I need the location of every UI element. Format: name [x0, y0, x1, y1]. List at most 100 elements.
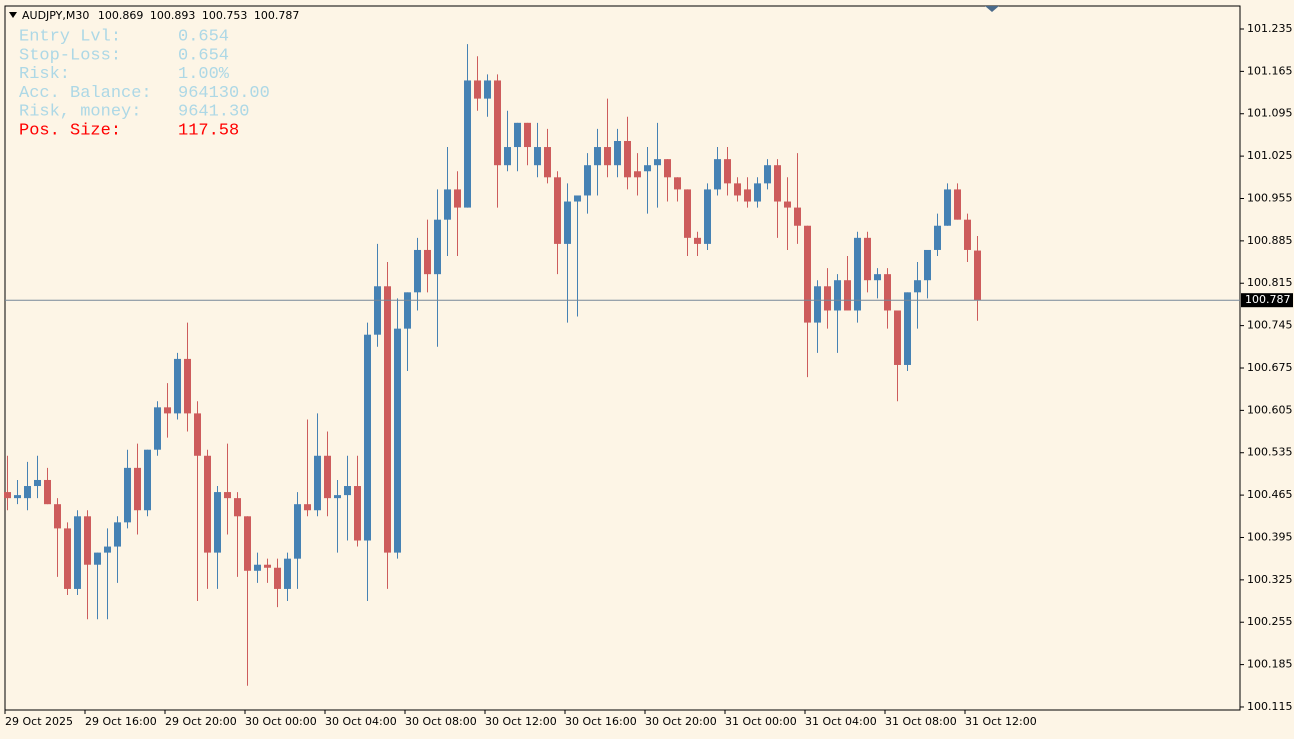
info-label: Pos. Size:	[19, 121, 121, 140]
candle-body	[374, 286, 381, 335]
symbol: AUDJPY,M30	[22, 9, 89, 22]
candle-body	[24, 486, 31, 499]
candle-body	[574, 195, 581, 202]
candle-body	[284, 558, 291, 589]
candle-body	[304, 504, 311, 511]
y-tick-label: 101.165	[1247, 64, 1293, 77]
candle-body	[84, 516, 91, 565]
x-tick-label: 30 Oct 04:00	[325, 715, 397, 728]
y-tick-label: 100.325	[1247, 573, 1293, 586]
x-tick-label: 31 Oct 08:00	[885, 715, 957, 728]
candle-body	[34, 479, 41, 487]
candle-body	[964, 219, 971, 250]
y-tick-label: 100.465	[1247, 488, 1293, 501]
info-value: 9641.30	[178, 103, 249, 122]
x-tick-label: 29 Oct 2025	[5, 715, 73, 728]
candle-body	[944, 189, 951, 226]
shift-marker	[985, 6, 999, 12]
candle-body	[454, 189, 461, 208]
candle-body	[634, 171, 641, 178]
info-label: Risk:	[19, 65, 70, 84]
y-tick-label: 101.025	[1247, 149, 1293, 162]
candle-body	[744, 189, 751, 202]
candle-body	[414, 249, 421, 293]
candle-body	[854, 237, 861, 311]
info-label: Stop-Loss:	[19, 46, 121, 65]
candle-body	[664, 159, 671, 178]
candle-body	[504, 147, 511, 166]
candle-body	[844, 280, 851, 311]
candle-body	[204, 455, 211, 553]
candle-body	[704, 189, 711, 244]
price-label-box	[1241, 293, 1293, 308]
info-label: Risk, money:	[19, 103, 141, 122]
candle-body	[794, 207, 801, 226]
candle-body	[124, 467, 131, 523]
candle-body	[554, 177, 561, 244]
candle-body	[914, 280, 921, 293]
candle-body	[64, 528, 71, 589]
candle-body	[954, 189, 961, 220]
candle-body	[714, 159, 721, 190]
candle-body	[674, 177, 681, 190]
candle-body	[864, 237, 871, 281]
header-close: 100.787	[254, 9, 300, 22]
candle-body	[894, 310, 901, 365]
y-tick-label: 100.955	[1247, 191, 1293, 204]
candle-body	[764, 165, 771, 184]
candle-body	[74, 516, 81, 589]
y-tick-label: 100.535	[1247, 446, 1293, 459]
candle-body	[154, 407, 161, 450]
y-tick-label: 101.095	[1247, 107, 1293, 120]
candle-body	[314, 455, 321, 511]
candle-body	[164, 407, 171, 414]
candle-body	[394, 328, 401, 553]
candle-body	[244, 516, 251, 571]
candle-body	[174, 358, 181, 414]
candle-body	[94, 552, 101, 565]
candle-body	[274, 567, 281, 589]
info-value: 964130.00	[178, 84, 270, 103]
chart-header: AUDJPY,M30 100.869 100.893 100.753 100.7…	[22, 9, 299, 22]
candle-body	[184, 358, 191, 414]
info-value: 1.00%	[178, 65, 230, 84]
candle-body	[974, 250, 981, 301]
x-tick-label: 30 Oct 00:00	[245, 715, 317, 728]
candle-body	[784, 201, 791, 208]
candle-body	[14, 495, 21, 499]
y-tick-label: 100.745	[1247, 319, 1293, 332]
candle-body	[874, 274, 881, 281]
candle-body	[264, 564, 271, 568]
candle-body	[544, 147, 551, 178]
price-label: 100.787	[1245, 293, 1291, 306]
x-tick-label: 29 Oct 16:00	[85, 715, 157, 728]
info-value: 0.654	[178, 46, 229, 65]
candle-body	[524, 122, 531, 148]
candle-body	[294, 504, 301, 559]
info-label: Entry Lvl:	[19, 27, 121, 46]
candle-body	[224, 492, 231, 499]
info-value: 0.654	[178, 27, 229, 46]
candle-body	[4, 492, 11, 499]
candle-body	[134, 467, 141, 511]
candle-body	[114, 522, 121, 547]
x-tick-label: 31 Oct 12:00	[965, 715, 1037, 728]
candle-body	[904, 292, 911, 365]
menu-arrow[interactable]	[9, 12, 17, 18]
candle-body	[194, 413, 201, 456]
header-low: 100.753	[202, 9, 248, 22]
y-tick-label: 100.675	[1247, 361, 1293, 374]
candle-body	[144, 449, 151, 511]
candle-body	[104, 546, 111, 553]
candle-body	[434, 219, 441, 275]
y-tick-label: 100.885	[1247, 234, 1293, 247]
candle-body	[734, 183, 741, 196]
candle-body	[684, 189, 691, 238]
candle-body	[484, 80, 491, 99]
candle-body	[404, 292, 411, 329]
y-tick-label: 100.395	[1247, 530, 1293, 543]
x-tick-label: 30 Oct 12:00	[485, 715, 557, 728]
candle-body	[384, 286, 391, 553]
